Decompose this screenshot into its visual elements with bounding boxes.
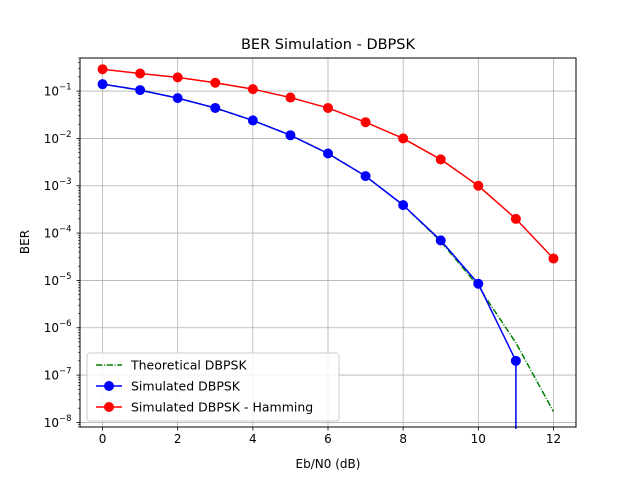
data-point [473,180,484,191]
x-axis-label: Eb/N0 (dB) [296,457,361,471]
y-tick-label: 10 [44,227,59,241]
y-tick-label-exponent: −3 [59,177,72,187]
y-tick-label: 10 [44,416,59,430]
data-point [473,278,484,289]
data-point [398,133,409,144]
y-tick-label: 10 [44,179,59,193]
legend-marker [104,402,114,412]
data-point [285,92,296,103]
y-tick-label-exponent: −4 [59,225,72,235]
chart-title: BER Simulation - DBPSK [241,37,416,53]
y-tick-label-exponent: −8 [59,414,72,424]
x-tick-label: 0 [99,432,107,446]
data-point [435,235,446,246]
legend-marker [104,381,114,391]
data-point [210,102,221,113]
data-point [435,154,446,165]
data-point [360,117,371,128]
data-point [323,102,333,113]
y-tick-label-exponent: −2 [59,130,72,140]
y-tick-label-exponent: −5 [59,272,72,282]
data-point [398,200,409,211]
data-point [548,253,559,264]
x-tick-label: 12 [546,432,561,446]
data-point [210,77,221,88]
y-tick-label-exponent: −1 [59,83,72,93]
y-tick-label: 10 [44,85,59,99]
legend-label: Simulated DBPSK - Hamming [131,400,313,415]
y-tick-label-exponent: −6 [59,319,72,329]
x-tick-label: 4 [249,432,257,446]
legend: Theoretical DBPSK Simulated DBPSK Simulate… [86,352,340,422]
data-point [510,213,521,224]
data-point [172,93,183,104]
y-tick-label: 10 [44,132,59,146]
data-point [97,79,108,90]
legend-label: Simulated DBPSK [131,379,241,394]
data-point [97,64,108,75]
legend-box [86,352,340,422]
data-point [135,68,146,79]
x-tick-label: 2 [174,432,182,446]
y-tick-label: 10 [44,321,59,335]
y-tick-label: 10 [44,274,59,288]
data-point [510,355,521,366]
x-tick-label: 6 [324,432,332,446]
data-point [323,148,333,159]
y-tick-label-exponent: −7 [59,367,72,377]
data-point [360,171,371,182]
x-tick-label: 8 [399,432,407,446]
data-point [172,72,183,83]
data-point [247,84,258,95]
x-tick-label: 10 [471,432,486,446]
y-tick-label: 10 [44,369,59,383]
legend-label: Theoretical DBPSK [130,358,247,373]
data-point [285,130,296,141]
series-layer [97,64,559,429]
y-axis-label: BER [18,230,32,254]
data-point [135,85,146,96]
data-point [247,115,258,126]
